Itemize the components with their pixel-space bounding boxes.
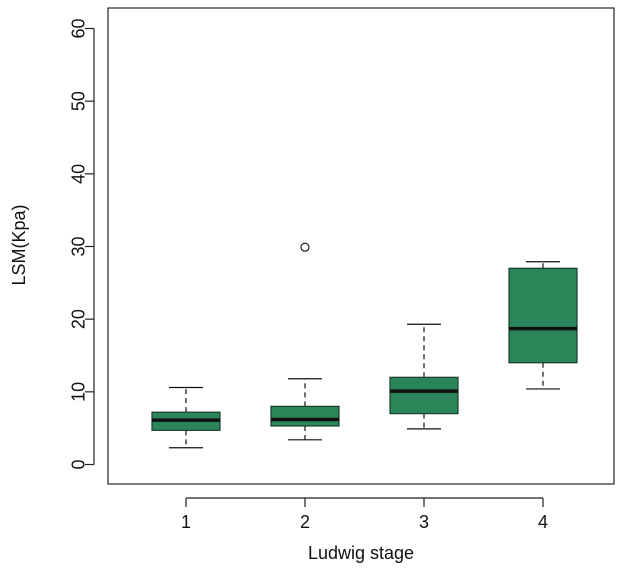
x-axis: 1 2 3 4 [181, 497, 548, 532]
y-tick-label-20: 20 [68, 309, 88, 329]
x-tick-label-4: 4 [538, 512, 548, 532]
y-tick-label-0: 0 [68, 459, 88, 469]
y-tick-label-60: 60 [68, 18, 88, 38]
y-axis-label: LSM(Kpa) [9, 204, 29, 285]
boxes-layer [151, 242, 578, 449]
box-stage-1 [151, 386, 221, 449]
x-tick-label-1: 1 [181, 512, 191, 532]
y-tick-label-40: 40 [68, 164, 88, 184]
y-tick-label-30: 30 [68, 236, 88, 256]
y-tick-label-50: 50 [68, 91, 88, 111]
box-stage-4 [508, 261, 578, 390]
box-stage-2 [270, 242, 340, 441]
plot-frame-layer [107, 7, 615, 485]
x-tick-label-2: 2 [300, 512, 310, 532]
plot-frame [107, 7, 615, 485]
outlier-point [300, 242, 310, 252]
x-tick-label-3: 3 [419, 512, 429, 532]
y-axis: 0 10 20 30 40 50 60 [68, 18, 95, 470]
box-iqr [508, 267, 578, 364]
y-tick-label-10: 10 [68, 382, 88, 402]
box-stage-3 [389, 323, 459, 430]
box-iqr [389, 376, 459, 415]
box-iqr [270, 405, 340, 427]
x-axis-label: Ludwig stage [308, 543, 414, 563]
